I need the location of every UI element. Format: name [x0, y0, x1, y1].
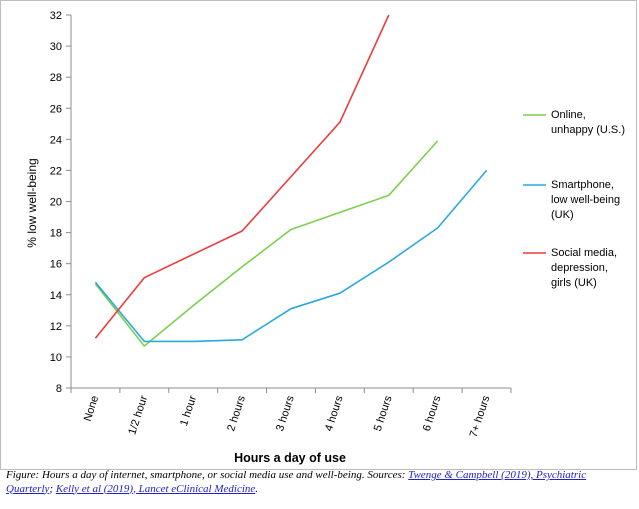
- y-tick-label: 30: [50, 41, 62, 53]
- x-tick-label: 2 hours: [225, 394, 248, 433]
- plot-area: 8 10 12 14 16 18 20 22 24 26 28 30 32 None 1/2 hour 1 h…: [50, 10, 512, 439]
- source-link-kelly-et-al[interactable]: Kelly et al (2019), Lancet eClinical Med…: [55, 482, 256, 495]
- series-line: [94, 140, 439, 347]
- x-tick-label: 5 hours: [372, 394, 395, 433]
- legend-label: Social media, depression, girls (UK): [551, 247, 617, 289]
- caption-separator: ;: [49, 482, 56, 495]
- x-axis-title: Hours a day of use: [234, 451, 346, 465]
- y-tick-label: 16: [50, 259, 62, 271]
- y-tick-label: 32: [50, 10, 62, 22]
- series-line: [94, 14, 390, 339]
- y-tick-label: 22: [50, 165, 62, 177]
- y-tick-label: 28: [50, 72, 62, 84]
- legend-label: Online, unhappy (U.S.): [551, 109, 625, 136]
- series-line: [94, 169, 488, 343]
- legend: Online, unhappy (U.S.) Smartphone, low well…: [523, 109, 625, 289]
- legend-label: Smartphone, low well-being (UK): [551, 179, 620, 221]
- x-tick-label: None: [82, 394, 102, 423]
- y-tick-label: 18: [50, 228, 62, 240]
- x-tick-label: 6 hours: [421, 394, 444, 433]
- y-tick-label: 26: [50, 103, 62, 115]
- y-tick-label: 14: [50, 290, 62, 302]
- line-chart: 8 10 12 14 16 18 20 22 24 26 28 30 32 None 1/2 hour 1 h…: [25, 10, 625, 465]
- y-axis-title: % low well-being: [25, 158, 39, 247]
- y-tick-label: 24: [50, 134, 62, 146]
- chart-frame: [0, 0, 637, 470]
- x-tick-label: 3 hours: [274, 394, 297, 433]
- x-tick-label: 7+ hours: [468, 394, 493, 439]
- y-tick-label: 8: [56, 383, 62, 395]
- y-tick-label: 20: [50, 197, 62, 209]
- source-link-twenge-campbell[interactable]: Twenge & Campbell (2019), Psychiatric Qu…: [6, 469, 587, 495]
- y-tick-label: 12: [50, 321, 62, 333]
- figure-caption: Figure: Hours a day of internet, smartph…: [6, 469, 626, 496]
- x-tick-label: 4 hours: [323, 394, 346, 433]
- y-tick-label: 10: [50, 352, 62, 364]
- caption-suffix: .: [255, 482, 259, 495]
- x-tick-label: 1/2 hour: [126, 394, 150, 436]
- caption-text: Figure: Hours a day of internet, smartph…: [6, 469, 409, 481]
- x-tick-label: 1 hour: [178, 394, 199, 428]
